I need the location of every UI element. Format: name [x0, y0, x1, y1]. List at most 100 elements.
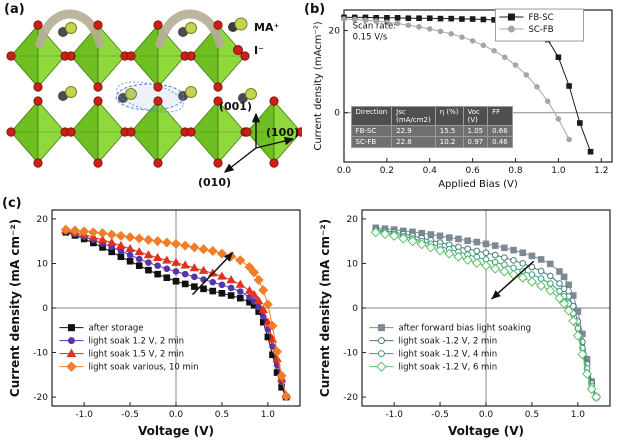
table-header-cell: Voc (V)	[462, 105, 489, 126]
legend: after forward bias light soaking light so…	[369, 324, 531, 373]
svg-text:0.5: 0.5	[215, 410, 229, 420]
iodine-atom	[213, 20, 223, 30]
chart-svg-cl: -1.0 -0.5 0.0 0.5 1.0 -20 -10 0 10 20 Voltage (V) C…	[8, 209, 301, 438]
series-light-soak-1-2-v-6-min	[370, 227, 602, 403]
svg-text:light soak -1.2 V, 6 min: light soak -1.2 V, 6 min	[398, 363, 497, 373]
svg-text:Applied Bias (V): Applied Bias (V)	[438, 179, 518, 190]
svg-text:-1.0: -1.0	[75, 410, 93, 420]
chart-svg-cr: -1.0 -0.5 0.0 0.5 1.0 -20 -10 0 10 20 Voltage (V) C…	[318, 209, 611, 438]
iodine-atom	[33, 158, 43, 168]
iodide-label: I⁻	[254, 44, 264, 57]
svg-text:after storage: after storage	[88, 324, 143, 334]
iodine-atom	[153, 158, 163, 168]
svg-text:after forward bias light soaki: after forward bias light soaking	[398, 324, 531, 334]
annotation-text: Scan rate:	[353, 21, 397, 31]
iodine-atom	[33, 20, 43, 30]
table-cell: 1.05	[462, 124, 489, 137]
svg-text:Current density (mA cm⁻²): Current density (mA cm⁻²)	[318, 219, 332, 397]
panel-b-label: (b)	[304, 2, 326, 17]
svg-text:FB-SC: FB-SC	[528, 13, 553, 23]
svg-text:-20: -20	[343, 393, 358, 403]
structure-legend: MA⁺ I⁻	[228, 17, 279, 57]
svg-text:SC-FB: SC-FB	[528, 25, 553, 35]
iodine-atom	[66, 51, 76, 61]
ma-cation	[245, 88, 257, 100]
svg-text:0: 0	[352, 304, 358, 314]
perovskite-lattice	[6, 9, 306, 168]
panel-a-label: (a)	[4, 2, 25, 17]
iodine-atom	[186, 127, 196, 137]
panel-b: (b) 0.0 0.2 0.4 0.6 0.8 1.0 1.2 0 20 Applied Bias…	[302, 0, 625, 196]
svg-text:0.6: 0.6	[465, 166, 480, 176]
iodine-atom	[153, 82, 163, 92]
svg-text:0: 0	[334, 109, 340, 119]
svg-text:-20: -20	[33, 393, 48, 403]
axis-010-label: (010)	[198, 176, 231, 189]
svg-text:0.0: 0.0	[169, 410, 184, 420]
axis-010-arrow	[223, 147, 257, 173]
dipole-mesh	[115, 83, 185, 111]
svg-text:10: 10	[37, 259, 49, 269]
svg-text:Current density (mAcm⁻²): Current density (mAcm⁻²)	[313, 21, 324, 150]
svg-text:20: 20	[347, 215, 359, 225]
iodide-icon	[233, 45, 243, 55]
table-cell: FB-SC	[350, 124, 393, 137]
svg-text:20: 20	[329, 27, 341, 37]
iodine-atom	[240, 51, 250, 61]
svg-text:1.0: 1.0	[261, 410, 276, 420]
table-header-cell: η (%)	[434, 105, 464, 126]
iodine-atom	[93, 20, 103, 30]
panel-c-label: (c)	[2, 196, 22, 211]
ma-cation	[125, 88, 137, 100]
table-header-cell: Direction	[350, 105, 393, 126]
ma-cation	[65, 86, 77, 98]
iodine-atom	[213, 96, 223, 106]
axis-100-label: (100)	[266, 126, 299, 139]
ma-cation	[65, 22, 77, 34]
iodine-atom	[153, 96, 163, 106]
iodine-atom	[66, 127, 76, 137]
iodine-atom	[213, 82, 223, 92]
table-cell: 0.46	[487, 135, 513, 148]
iodine-atom	[269, 158, 279, 168]
ma-cation	[185, 86, 197, 98]
dipole-mesh	[116, 81, 184, 113]
table-cell: 22.9	[391, 124, 436, 137]
svg-text:-10: -10	[33, 349, 48, 359]
ma-channel	[155, 9, 225, 49]
svg-text:-10: -10	[343, 349, 358, 359]
svg-text:-0.5: -0.5	[121, 410, 139, 420]
svg-text:light soak 1.2 V, 2 min: light soak 1.2 V, 2 min	[88, 337, 184, 347]
panel-a: (a) MA⁺ I⁻ (001) (100) (010)	[0, 0, 306, 196]
svg-text:0.0: 0.0	[479, 410, 494, 420]
chart-svg-b: 0.0 0.2 0.4 0.6 0.8 1.0 1.2 0 20 Applied Bias (V)…	[313, 8, 613, 190]
panel-c: (c) -1.0 -0.5 0.0 0.5 1.0 -20 -10 0 10 20 Voltage …	[0, 196, 625, 442]
svg-text:Current density (mA cm⁻²): Current density (mA cm⁻²)	[8, 219, 22, 397]
iodine-atom	[93, 96, 103, 106]
svg-text:0.2: 0.2	[380, 166, 394, 176]
iodine-atom	[126, 127, 136, 137]
svg-text:0.5: 0.5	[525, 410, 539, 420]
svg-text:0: 0	[42, 304, 48, 314]
svg-text:Voltage (V): Voltage (V)	[448, 424, 524, 438]
svg-text:1.0: 1.0	[571, 410, 586, 420]
axis-001-label: (001)	[219, 100, 252, 113]
svg-text:-0.5: -0.5	[431, 410, 449, 420]
legend: FB-SC SC-FB	[494, 8, 584, 42]
table-header-cell: FF	[487, 105, 513, 126]
svg-text:light soak various, 10 min: light soak various, 10 min	[88, 363, 198, 373]
svg-text:light soak -1.2 V, 4 min: light soak -1.2 V, 4 min	[398, 350, 497, 360]
table-cell: SC-FB	[350, 135, 393, 148]
iodine-atom	[242, 127, 252, 137]
table-cell: 0.66	[487, 124, 513, 137]
annotation-text: 0.15 V/s	[353, 32, 388, 42]
table-cell: 22.8	[391, 135, 436, 148]
chart-jv-scan: 0.0 0.2 0.4 0.6 0.8 1.0 1.2 0 20 Applied Bias (V)…	[310, 4, 622, 192]
iodine-atom	[6, 127, 16, 137]
table-row: FB-SC 22.9 15.5 1.05 0.66	[350, 124, 513, 137]
jv-parameters-table: Direction Jsc (mA/cm2) η (%) Voc (V) FF FB-SC…	[350, 105, 513, 148]
ma-channel	[35, 9, 105, 49]
svg-text:light soak -1.2 V, 2 min: light soak -1.2 V, 2 min	[398, 337, 497, 347]
ma-cation	[185, 22, 197, 34]
